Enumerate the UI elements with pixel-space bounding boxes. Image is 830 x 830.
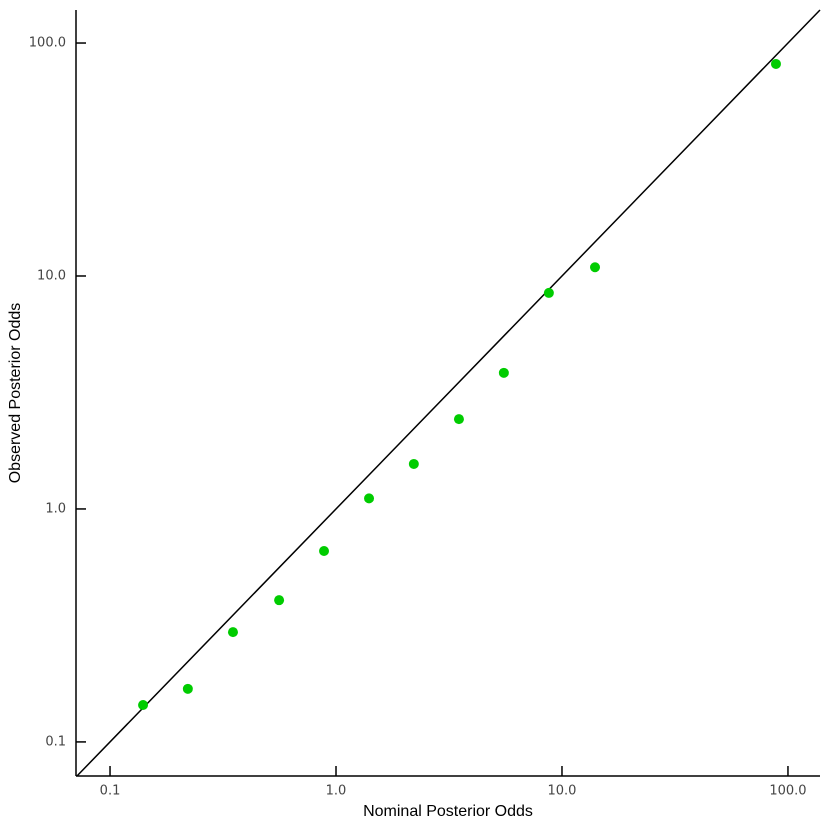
y-tick-label: 0.1 bbox=[45, 734, 66, 749]
point bbox=[364, 493, 375, 504]
x-tick-label: 1.0 bbox=[326, 784, 347, 799]
point bbox=[319, 545, 330, 556]
y-tick-label: 100.0 bbox=[29, 36, 66, 51]
point bbox=[543, 287, 554, 298]
identity-line bbox=[76, 9, 821, 777]
y-axis-title: Observed Posterior Odds bbox=[7, 303, 24, 484]
point bbox=[408, 458, 419, 469]
x-tick-label: 10.0 bbox=[548, 784, 577, 799]
point bbox=[770, 58, 781, 69]
point bbox=[227, 627, 238, 638]
x-tick-label: 0.1 bbox=[100, 784, 121, 799]
y-tick-label: 10.0 bbox=[37, 268, 66, 283]
point bbox=[138, 700, 149, 711]
point bbox=[182, 683, 193, 694]
y-tick-label: 1.0 bbox=[45, 501, 66, 516]
point bbox=[274, 595, 285, 606]
point bbox=[590, 262, 601, 273]
point bbox=[498, 367, 509, 378]
point bbox=[453, 414, 464, 425]
x-tick-label: 100.0 bbox=[769, 784, 806, 799]
x-axis-title: Nominal Posterior Odds bbox=[363, 803, 533, 820]
